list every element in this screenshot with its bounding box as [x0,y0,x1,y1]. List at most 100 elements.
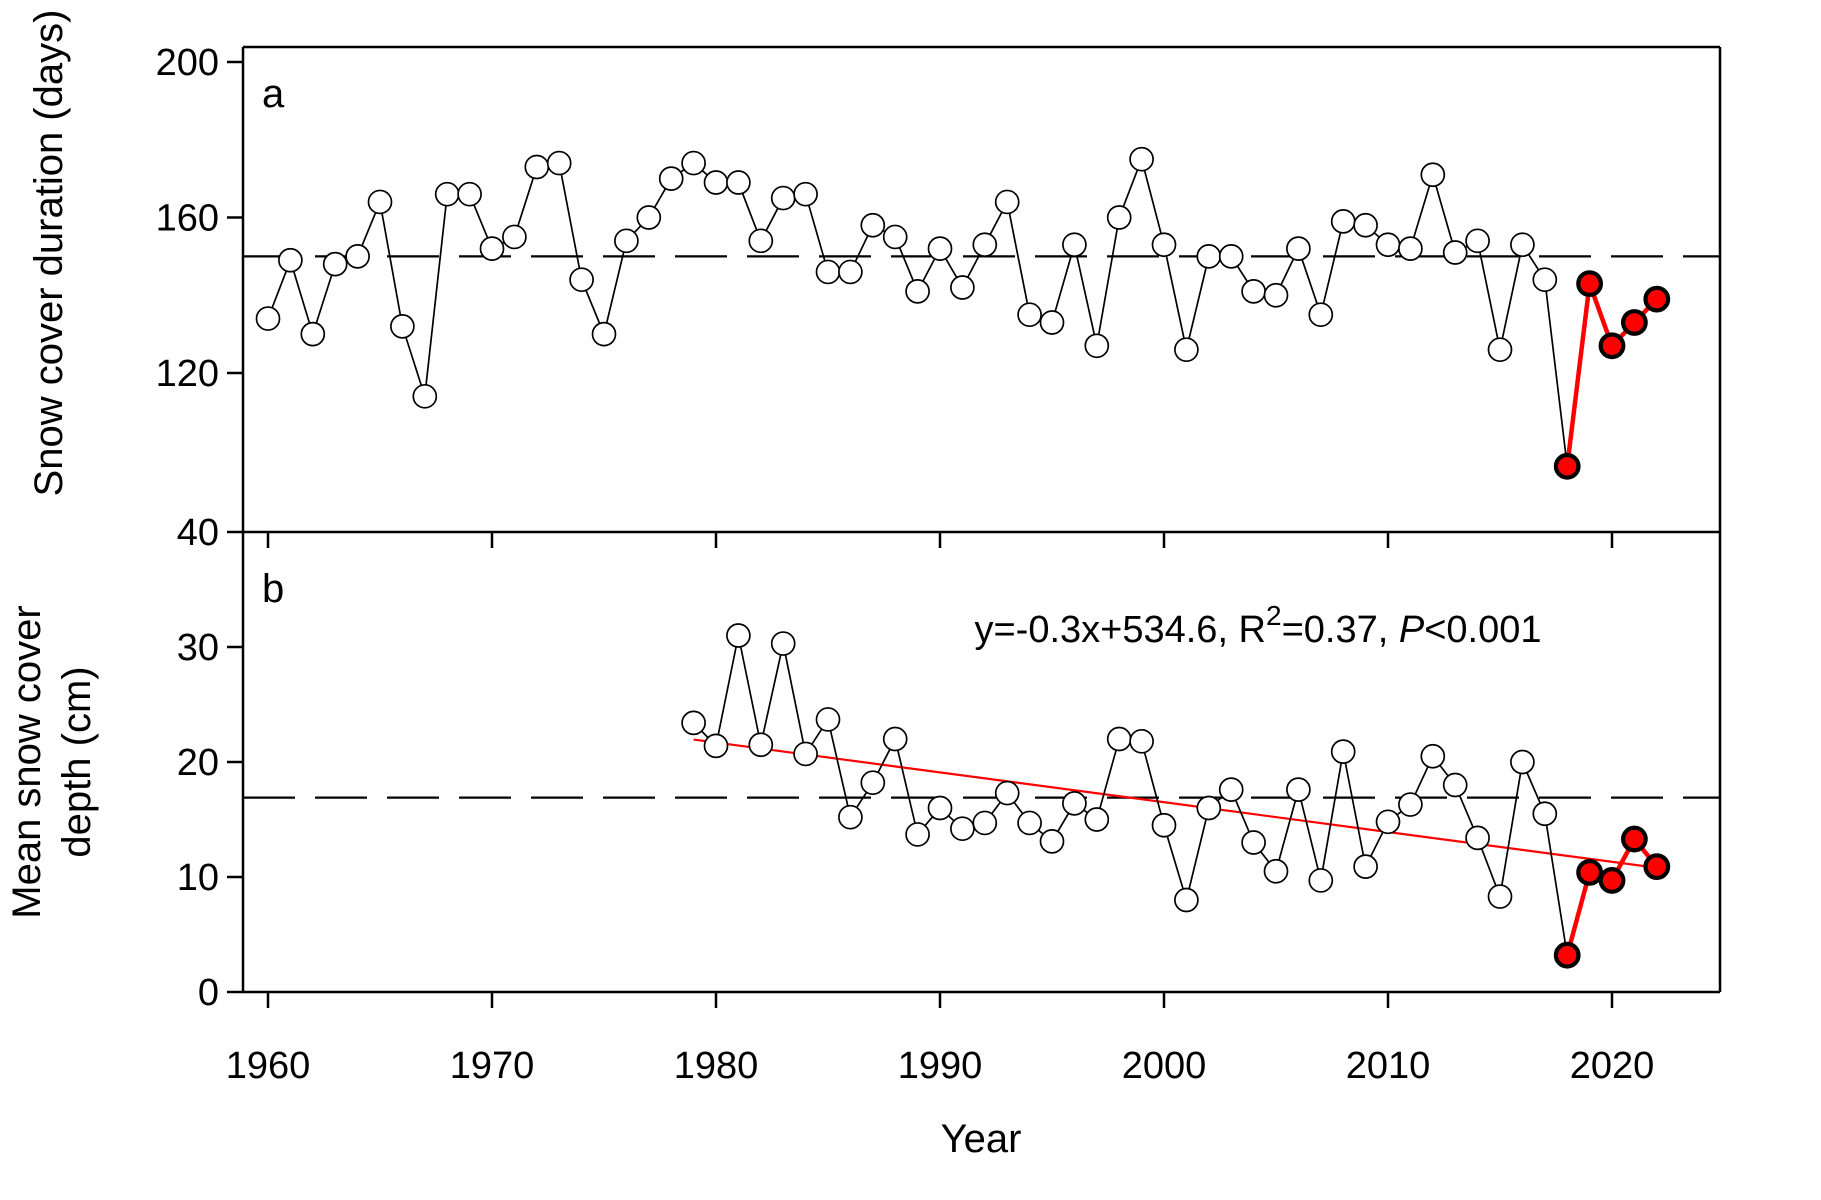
panel-a-data-point [793,181,818,207]
panel-a-data-point [1532,267,1558,293]
panel-a-data-point [1241,279,1266,304]
panel-b-data-point [793,741,818,767]
panel-b-data-point [1151,812,1177,838]
panel-b-data-point [1532,801,1558,827]
panel-b-data-point [1017,810,1042,836]
panel-a-data-point [390,314,415,339]
panel-b-y-tick-label: 0 [198,972,219,1014]
panel-b-data-point [1084,807,1110,832]
panel-a-data-point [838,259,863,285]
regression-trend-line [693,738,1657,869]
panel-b-data-point [950,816,975,842]
panel-a-data-point [748,228,774,254]
panel-a-recent-data-point [1576,270,1603,297]
panel-b-data-point [972,810,998,836]
panel-a-data-point [1398,236,1423,261]
panel-a-data-point [1510,232,1535,258]
axis-ticks: 1960 1970 1980 1990 2000 2010 2020200160120403… [156,42,1655,1087]
x-tick-label: 2000 [1122,1045,1207,1087]
panel-a-data-point [569,267,594,293]
x-tick-label: 2020 [1570,1045,1655,1087]
panel-a-data-point [927,236,953,261]
panel-b-data-point [1129,728,1154,754]
panel-b-data-point [927,795,953,821]
panel-b-data-point [1375,809,1401,835]
panel-b-data-point [905,822,930,847]
panel-a-data-point [905,279,930,304]
panel-b-data-point [748,732,774,758]
panel-a-data-point [1487,337,1513,363]
panel-b-data-point [1196,795,1222,821]
panel-b-data-point [1465,825,1490,851]
panel-a-data-point [614,228,639,254]
panel-a-data-point [457,181,482,207]
panel-a-data-point [1084,333,1110,359]
panel-b-recent-data-point [1553,941,1581,969]
panel-b-data-point [1487,884,1513,909]
panel-a-y-tick-label: 160 [156,198,219,240]
panel-b-data-point [1420,743,1446,769]
panel-a-data-point [1129,146,1154,172]
panel-a-red-series-line [1564,282,1659,467]
panel-b-data-point [994,780,1020,806]
panel-a-data-point [636,205,662,230]
panel-a-data-point [1308,302,1334,328]
panel-b-y-axis-title-line2: depth (cm) [55,666,99,857]
panel-b-black-series-line [692,635,1569,956]
panel-a-recent-data-point [1598,332,1626,360]
panel-b-data-point [770,631,796,656]
panel-a-data-point [1353,212,1378,238]
panel-a-data-point [502,224,527,250]
panel-a-y-tick-label: 120 [156,353,219,395]
panel-a-data-point [367,189,393,215]
x-tick-label: 1980 [674,1045,759,1087]
panel-b-data-point [838,804,863,830]
panel-b-data-point [1398,792,1423,817]
x-tick-label: 2010 [1346,1045,1431,1087]
panel-b-y-tick-label: 30 [177,627,219,669]
panel-a-data-point [479,236,505,261]
panel-a-data-point [345,244,370,269]
panel-b-data-point [1442,772,1468,798]
panel-a-data-point [1330,209,1356,234]
panel-b-data-point [1353,854,1378,880]
panel-b-data-point [1039,828,1065,854]
panel-a-data-point [412,383,438,409]
x-axis-title: Year [941,1117,1022,1161]
panel-a-data-point [1218,244,1244,269]
panel-a-data-point [591,321,617,347]
panel-b-y-axis-title-line1: Mean snow cover [5,605,49,918]
data-series [255,146,1671,969]
panel-a-data-point [815,259,841,285]
panel-b-recent-data-point [1620,825,1648,853]
panel-a-data-point [1039,310,1065,335]
panel-b-recent-data-point [1598,867,1626,894]
panel-a-recent-data-point [1553,452,1581,480]
panel-a-data-point [1375,232,1401,258]
panel-b-data-point [1308,868,1334,893]
panel-a-data-point [255,306,281,331]
panel-a-data-point [1196,244,1222,269]
panel-a-letter: a [262,72,285,116]
panel-a-data-point [1286,236,1311,261]
panel-a-data-point [546,150,572,176]
panel-b-data-point [815,707,841,732]
panel-b-red-series-line [1565,835,1659,956]
panel-b-data-point [1062,791,1087,816]
panel-b-data-point [1106,726,1132,752]
panel-b-recent-data-point [1576,859,1603,886]
panel-b-y-tick-label: 20 [177,742,219,784]
panel-a-data-point [972,232,998,258]
panel-a-data-point [322,251,348,277]
panel-b-data-point [726,623,751,648]
panel-a-data-point [524,154,550,180]
panel-a-data-point [681,150,706,176]
panel-b-y-tick-label: 10 [177,857,219,899]
axes-frame [241,45,1722,994]
panel-b-data-point [1263,858,1289,884]
panel-a-recent-data-point [1643,285,1671,313]
panel-b-data-point [860,770,886,796]
panel-a-data-point [1106,205,1132,230]
